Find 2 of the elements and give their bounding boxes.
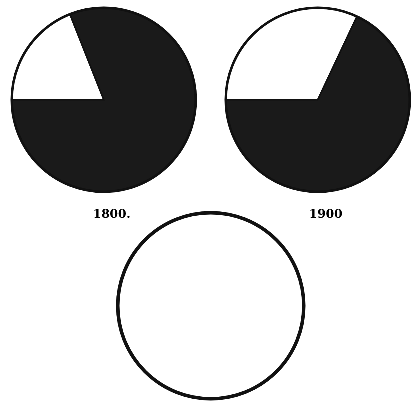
text: 1800. [93,207,131,221]
text: 1900 [309,207,343,221]
